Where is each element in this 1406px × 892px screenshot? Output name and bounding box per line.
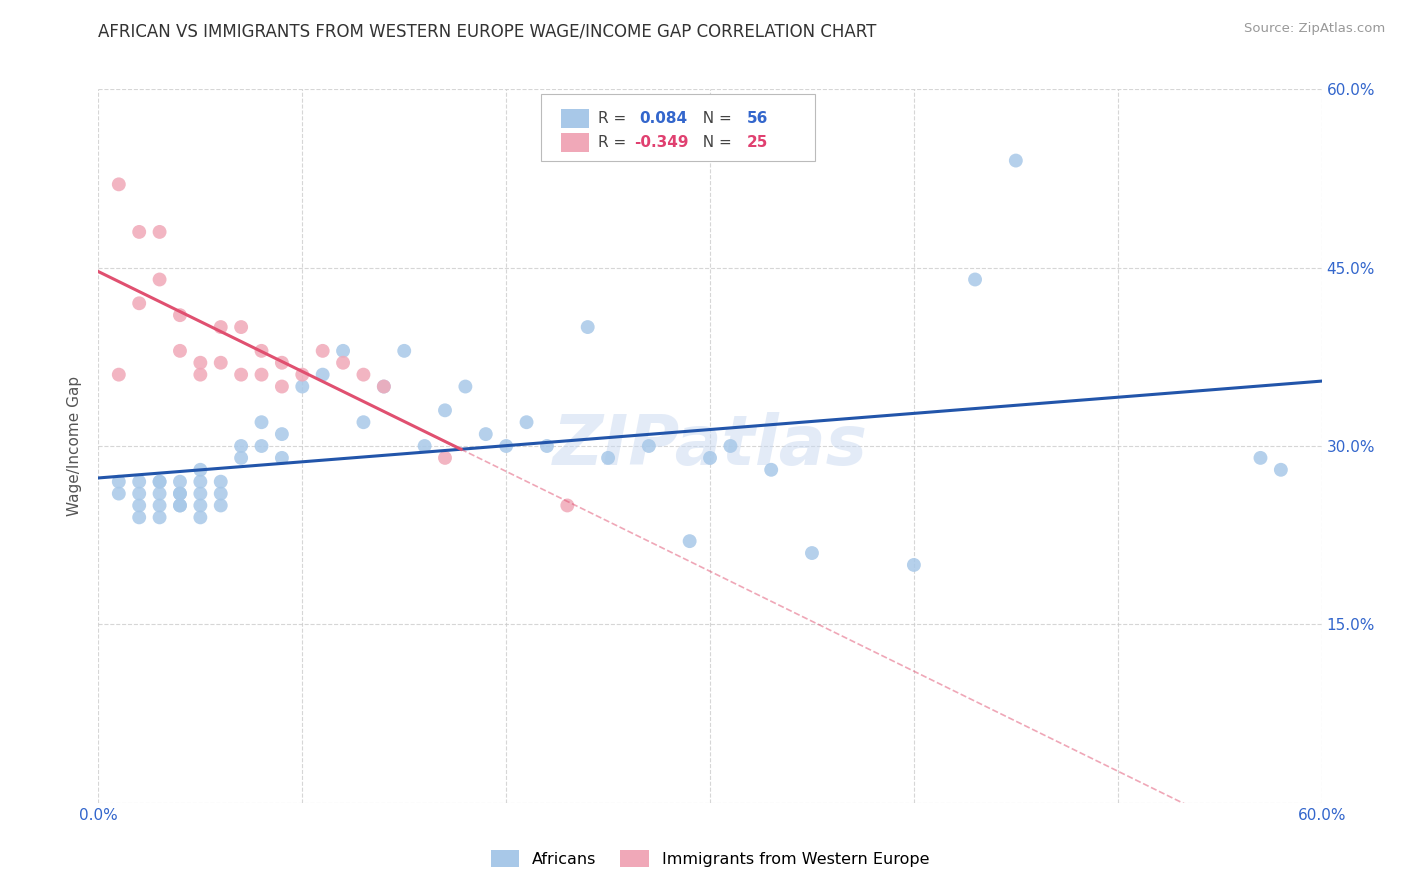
Point: [903, 558, 925, 572]
Point: [209, 486, 232, 500]
Point: [128, 486, 150, 500]
Point: [270, 356, 294, 370]
Point: [149, 510, 172, 524]
Point: [231, 439, 253, 453]
Point: [392, 343, 416, 358]
Point: [1004, 153, 1026, 168]
Text: AFRICAN VS IMMIGRANTS FROM WESTERN EUROPE WAGE/INCOME GAP CORRELATION CHART: AFRICAN VS IMMIGRANTS FROM WESTERN EUROP…: [98, 22, 877, 40]
Point: [108, 368, 131, 382]
Point: [332, 343, 354, 358]
Point: [474, 427, 498, 442]
Point: [169, 499, 191, 513]
Point: [312, 368, 335, 382]
Point: [149, 225, 172, 239]
Point: [291, 368, 314, 382]
Point: [169, 343, 191, 358]
Text: -0.349: -0.349: [634, 135, 689, 150]
Point: [128, 225, 150, 239]
Point: [188, 475, 212, 489]
Text: N =: N =: [693, 135, 737, 150]
Point: [638, 439, 661, 453]
Point: [209, 499, 232, 513]
Point: [576, 320, 599, 334]
Point: [801, 546, 824, 560]
Point: [169, 486, 191, 500]
Point: [188, 463, 212, 477]
Point: [128, 296, 150, 310]
Point: [209, 320, 232, 334]
Point: [516, 415, 538, 429]
Point: [188, 499, 212, 513]
Point: [965, 272, 987, 286]
Point: [149, 475, 172, 489]
Point: [557, 499, 579, 513]
Point: [1270, 463, 1292, 477]
Legend: Africans, Immigrants from Western Europe: Africans, Immigrants from Western Europe: [484, 844, 936, 873]
Point: [209, 475, 232, 489]
Point: [373, 379, 395, 393]
Point: [699, 450, 721, 465]
Point: [434, 403, 457, 417]
Y-axis label: Wage/Income Gap: Wage/Income Gap: [67, 376, 83, 516]
Point: [679, 534, 702, 549]
Point: [169, 308, 191, 322]
Point: [108, 475, 131, 489]
Point: [270, 450, 294, 465]
Point: [291, 379, 314, 393]
Point: [413, 439, 436, 453]
Point: [149, 486, 172, 500]
Text: 56: 56: [747, 111, 768, 126]
Text: R =: R =: [598, 135, 631, 150]
Point: [231, 368, 253, 382]
Point: [761, 463, 783, 477]
Text: Source: ZipAtlas.com: Source: ZipAtlas.com: [1244, 22, 1385, 36]
Point: [231, 450, 253, 465]
Text: 25: 25: [747, 135, 768, 150]
Point: [352, 415, 374, 429]
Point: [598, 450, 620, 465]
Point: [169, 486, 191, 500]
Point: [270, 427, 294, 442]
Point: [332, 356, 354, 370]
Point: [169, 475, 191, 489]
Point: [312, 343, 335, 358]
Point: [250, 368, 273, 382]
Point: [108, 486, 131, 500]
Point: [270, 379, 294, 393]
Point: [250, 343, 273, 358]
Point: [188, 486, 212, 500]
Point: [188, 368, 212, 382]
Point: [231, 320, 253, 334]
Point: [149, 272, 172, 286]
Point: [128, 475, 150, 489]
Point: [495, 439, 517, 453]
Point: [1249, 450, 1271, 465]
Text: N =: N =: [693, 111, 737, 126]
Point: [209, 356, 232, 370]
Point: [373, 379, 395, 393]
Point: [149, 499, 172, 513]
Point: [128, 499, 150, 513]
Point: [536, 439, 558, 453]
Point: [108, 178, 131, 192]
Point: [149, 475, 172, 489]
Text: ZIPatlas: ZIPatlas: [553, 412, 868, 480]
Point: [169, 499, 191, 513]
Point: [454, 379, 477, 393]
Text: 0.084: 0.084: [640, 111, 688, 126]
Point: [434, 450, 457, 465]
Point: [188, 356, 212, 370]
Point: [128, 510, 150, 524]
Point: [250, 439, 273, 453]
Point: [352, 368, 374, 382]
Point: [188, 510, 212, 524]
Point: [250, 415, 273, 429]
Text: R =: R =: [598, 111, 636, 126]
Point: [720, 439, 742, 453]
